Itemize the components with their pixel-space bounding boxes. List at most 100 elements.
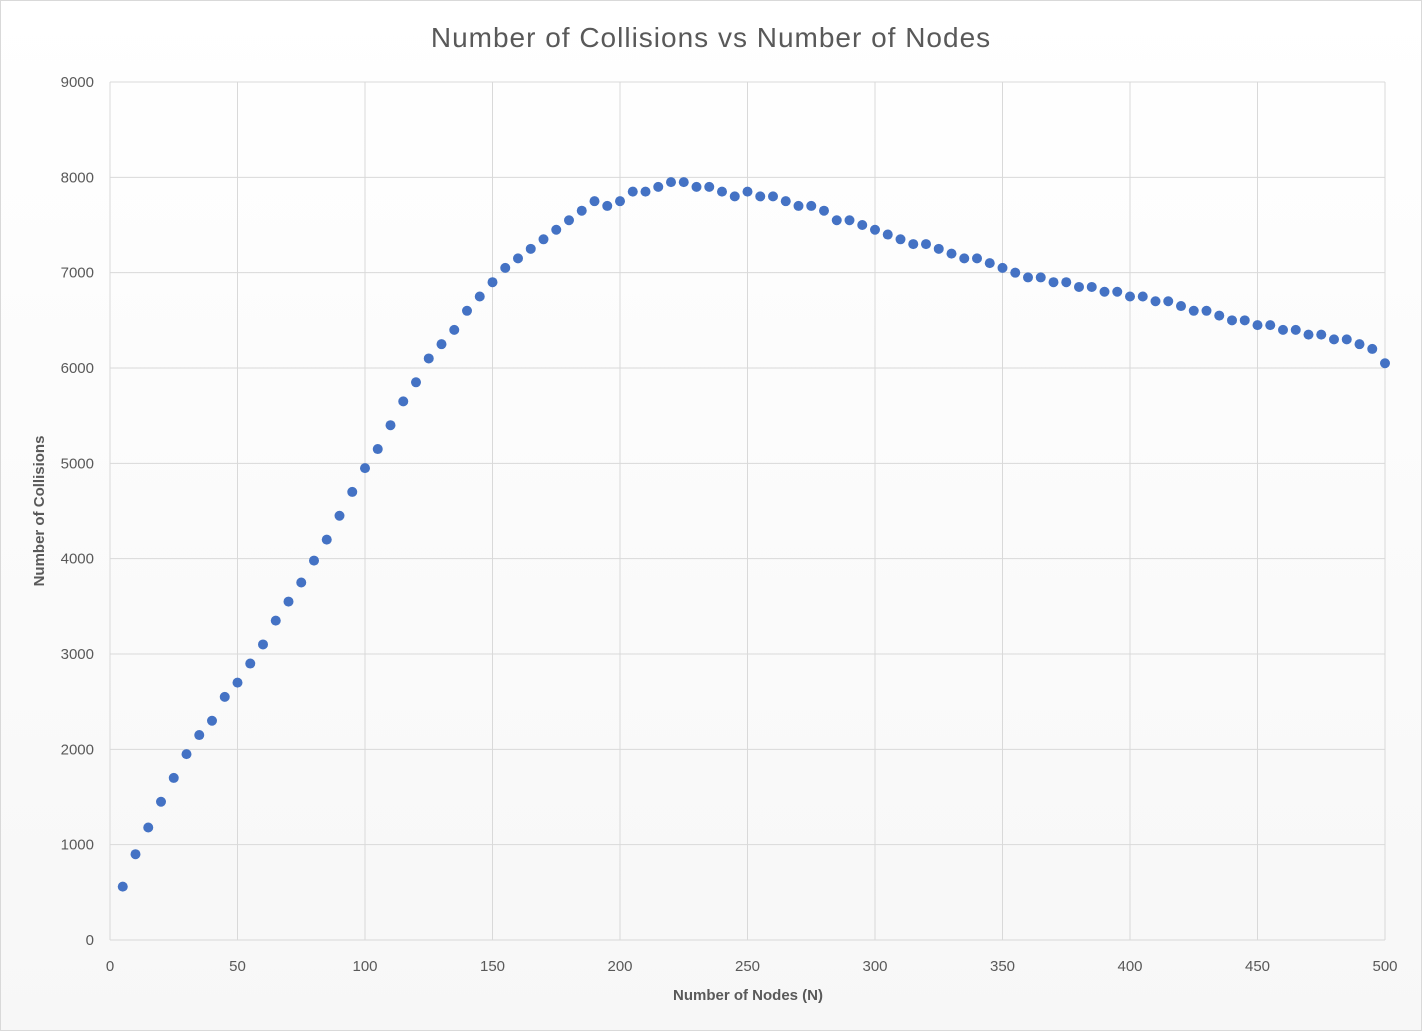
data-point — [908, 239, 919, 250]
data-point — [283, 596, 294, 607]
data-point — [870, 224, 880, 235]
data-point — [385, 420, 396, 431]
data-point — [156, 796, 166, 807]
x-tick-label: 50 — [229, 958, 246, 975]
data-point — [844, 215, 855, 226]
data-point — [130, 849, 141, 860]
data-point — [207, 715, 217, 726]
data-point — [831, 215, 842, 226]
data-point — [1227, 315, 1237, 326]
data-point — [1278, 324, 1288, 335]
data-point — [1252, 320, 1263, 331]
y-tick-label: 7000 — [61, 265, 94, 282]
data-point — [232, 677, 243, 688]
data-point — [627, 186, 638, 197]
y-tick-label: 5000 — [61, 455, 94, 472]
y-axis-title: Number of Collisions — [31, 436, 48, 587]
data-points — [117, 177, 1390, 892]
data-point — [1290, 324, 1301, 335]
x-tick-label: 500 — [1372, 958, 1397, 975]
data-point — [309, 555, 319, 566]
data-point — [959, 253, 970, 264]
data-point — [1035, 272, 1046, 283]
data-point — [768, 191, 778, 202]
y-tick-label: 6000 — [61, 360, 94, 377]
data-point — [1023, 272, 1033, 283]
data-point — [487, 277, 498, 288]
x-tick-label: 150 — [480, 958, 505, 975]
data-point — [1341, 334, 1352, 345]
data-point — [1061, 277, 1072, 288]
data-point — [411, 377, 421, 388]
data-point — [882, 229, 893, 240]
data-point — [525, 243, 536, 254]
data-point — [895, 234, 906, 245]
data-point — [1214, 310, 1225, 321]
data-point — [819, 205, 829, 216]
data-point — [1086, 281, 1097, 292]
data-point — [640, 186, 651, 197]
data-point — [347, 486, 358, 497]
data-point — [270, 615, 281, 626]
data-point — [946, 248, 957, 259]
data-point — [500, 262, 511, 273]
data-point — [436, 339, 447, 350]
chart-title: Number of Collisions vs Number of Nodes — [431, 22, 991, 53]
data-point — [1074, 281, 1084, 292]
x-tick-label: 100 — [352, 958, 377, 975]
x-axis-title: Number of Nodes (N) — [673, 987, 823, 1004]
y-tick-labels: 0 1000 2000 3000 4000 5000 6000 7000 8000 9000 — [61, 74, 94, 949]
data-point — [1137, 291, 1148, 302]
data-point — [219, 691, 230, 702]
data-point — [372, 444, 383, 455]
data-point — [551, 224, 562, 235]
data-point — [589, 196, 600, 207]
x-tick-labels: 0 50 100 150 200 250 300 350 400 450 500 — [106, 958, 1398, 975]
y-tick-label: 8000 — [61, 169, 94, 186]
data-point — [1380, 358, 1390, 369]
data-point — [1112, 286, 1123, 297]
data-point — [321, 534, 332, 545]
y-tick-label: 9000 — [61, 74, 94, 91]
data-point — [1303, 329, 1314, 340]
x-tick-label: 200 — [607, 958, 632, 975]
data-point — [678, 177, 689, 188]
data-point — [1125, 291, 1135, 302]
data-point — [423, 353, 434, 364]
data-point — [997, 262, 1008, 273]
data-point — [793, 200, 804, 211]
data-point — [449, 324, 460, 335]
x-tick-label: 450 — [1245, 958, 1270, 975]
data-point — [984, 258, 995, 269]
data-point — [1188, 305, 1199, 316]
data-point — [245, 658, 256, 669]
x-tick-label: 250 — [735, 958, 760, 975]
y-tick-label: 0 — [86, 932, 94, 949]
data-point — [742, 186, 753, 197]
data-point — [334, 510, 345, 521]
data-point — [857, 220, 868, 230]
data-point — [717, 186, 727, 197]
data-point — [117, 881, 128, 892]
data-point — [1010, 267, 1021, 278]
data-point — [1316, 329, 1327, 340]
y-tick-label: 1000 — [61, 837, 94, 854]
data-point — [398, 396, 409, 407]
data-point — [729, 191, 740, 202]
data-point — [1329, 334, 1339, 345]
data-point — [538, 234, 549, 245]
data-point — [933, 243, 944, 254]
y-tick-label: 3000 — [61, 646, 94, 663]
data-point — [704, 181, 715, 192]
data-point — [1354, 339, 1365, 350]
gridlines — [109, 81, 1386, 941]
x-tick-label: 400 — [1117, 958, 1142, 975]
data-point — [806, 200, 817, 211]
data-point — [194, 730, 205, 741]
data-point — [972, 253, 982, 264]
data-point — [1201, 305, 1212, 316]
data-point — [576, 205, 587, 216]
data-point — [474, 291, 485, 302]
data-point — [462, 305, 472, 316]
